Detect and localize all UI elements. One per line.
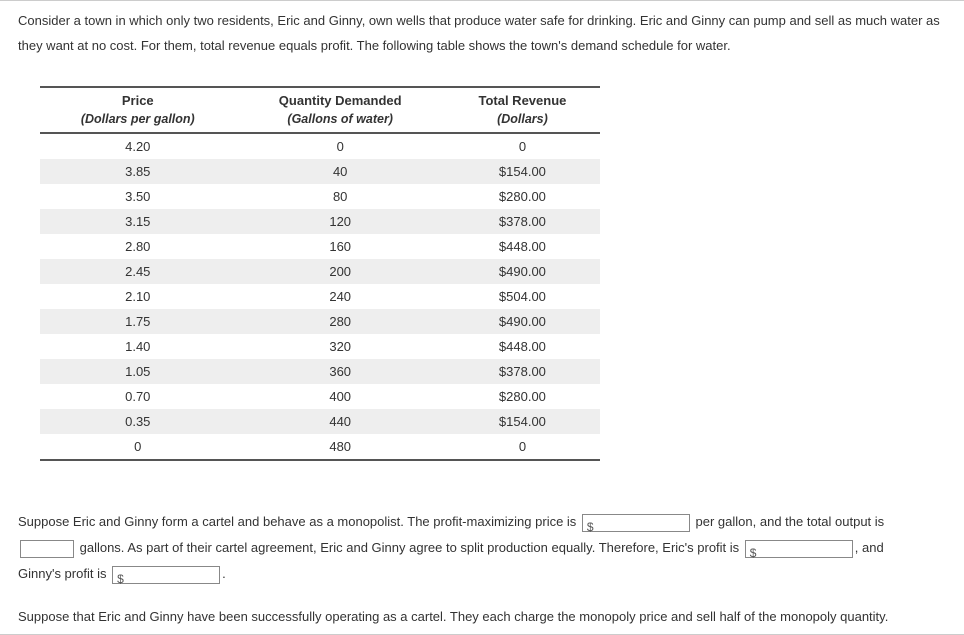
q-text-1c: gallons. As part of their cartel agreeme… xyxy=(76,540,743,555)
cell-price: 1.05 xyxy=(40,359,236,384)
cell-rev: 0 xyxy=(445,434,600,459)
cell-rev: $378.00 xyxy=(445,209,600,234)
cell-price: 3.15 xyxy=(40,209,236,234)
cell-rev: $280.00 xyxy=(445,384,600,409)
ginny-profit-input[interactable] xyxy=(112,566,220,584)
cell-price: 3.50 xyxy=(40,184,236,209)
cell-price: 2.10 xyxy=(40,284,236,309)
cell-rev: $504.00 xyxy=(445,284,600,309)
table-body: 4.20003.8540$154.003.5080$280.003.15120$… xyxy=(40,133,600,459)
cell-price: 2.45 xyxy=(40,259,236,284)
cell-qty: 40 xyxy=(236,159,445,184)
table-row: 0.35440$154.00 xyxy=(40,409,600,434)
cell-price: 0.70 xyxy=(40,384,236,409)
demand-schedule-table: Price Quantity Demanded Total Revenue (D… xyxy=(40,86,600,461)
table-row: 2.80160$448.00 xyxy=(40,234,600,259)
cell-rev: $154.00 xyxy=(445,159,600,184)
col-sub-price: (Dollars per gallon) xyxy=(40,112,236,133)
cell-rev: $378.00 xyxy=(445,359,600,384)
cell-qty: 320 xyxy=(236,334,445,359)
cell-rev: $154.00 xyxy=(445,409,600,434)
cell-price: 1.75 xyxy=(40,309,236,334)
problem-content: Consider a town in which only two reside… xyxy=(0,1,964,630)
output-input[interactable] xyxy=(20,540,74,558)
cell-qty: 280 xyxy=(236,309,445,334)
cell-qty: 480 xyxy=(236,434,445,459)
q-text-1e: . xyxy=(222,566,226,581)
cell-rev: $448.00 xyxy=(445,234,600,259)
cell-qty: 80 xyxy=(236,184,445,209)
cell-price: 0.35 xyxy=(40,409,236,434)
cell-qty: 200 xyxy=(236,259,445,284)
cell-qty: 440 xyxy=(236,409,445,434)
cell-price: 0 xyxy=(40,434,236,459)
table-row: 2.10240$504.00 xyxy=(40,284,600,309)
table-row: 3.15120$378.00 xyxy=(40,209,600,234)
cell-qty: 120 xyxy=(236,209,445,234)
cell-qty: 360 xyxy=(236,359,445,384)
col-header-price: Price xyxy=(40,89,236,112)
q-text-1b: per gallon, and the total output is xyxy=(692,514,884,529)
cell-price: 1.40 xyxy=(40,334,236,359)
intro-paragraph: Consider a town in which only two reside… xyxy=(18,9,946,58)
cell-price: 2.80 xyxy=(40,234,236,259)
cell-qty: 240 xyxy=(236,284,445,309)
q-text-ginny-prefix: Ginny's profit is xyxy=(18,566,110,581)
cell-qty: 400 xyxy=(236,384,445,409)
q-text-1a: Suppose Eric and Ginny form a cartel and… xyxy=(18,514,580,529)
followup-paragraph: Suppose that Eric and Ginny have been su… xyxy=(18,605,946,630)
cell-rev: $490.00 xyxy=(445,259,600,284)
cartel-question-paragraph: Suppose Eric and Ginny form a cartel and… xyxy=(18,509,946,587)
table-row: 2.45200$490.00 xyxy=(40,259,600,284)
q-text-1d: , and xyxy=(855,540,884,555)
col-sub-quantity: (Gallons of water) xyxy=(236,112,445,133)
table-row: 0.70400$280.00 xyxy=(40,384,600,409)
table-row: 1.40320$448.00 xyxy=(40,334,600,359)
cell-rev: $490.00 xyxy=(445,309,600,334)
cell-rev: 0 xyxy=(445,133,600,159)
price-input[interactable] xyxy=(582,514,690,532)
table-row: 1.75280$490.00 xyxy=(40,309,600,334)
cell-price: 4.20 xyxy=(40,133,236,159)
col-sub-revenue: (Dollars) xyxy=(445,112,600,133)
cell-qty: 160 xyxy=(236,234,445,259)
col-header-revenue: Total Revenue xyxy=(445,89,600,112)
table-row: 3.5080$280.00 xyxy=(40,184,600,209)
table-row: 3.8540$154.00 xyxy=(40,159,600,184)
table-row: 04800 xyxy=(40,434,600,459)
table-row: 4.2000 xyxy=(40,133,600,159)
cell-qty: 0 xyxy=(236,133,445,159)
cell-rev: $280.00 xyxy=(445,184,600,209)
col-header-quantity: Quantity Demanded xyxy=(236,89,445,112)
cell-price: 3.85 xyxy=(40,159,236,184)
table-row: 1.05360$378.00 xyxy=(40,359,600,384)
table-bottom-rule xyxy=(40,459,600,461)
cell-rev: $448.00 xyxy=(445,334,600,359)
eric-profit-input[interactable] xyxy=(745,540,853,558)
